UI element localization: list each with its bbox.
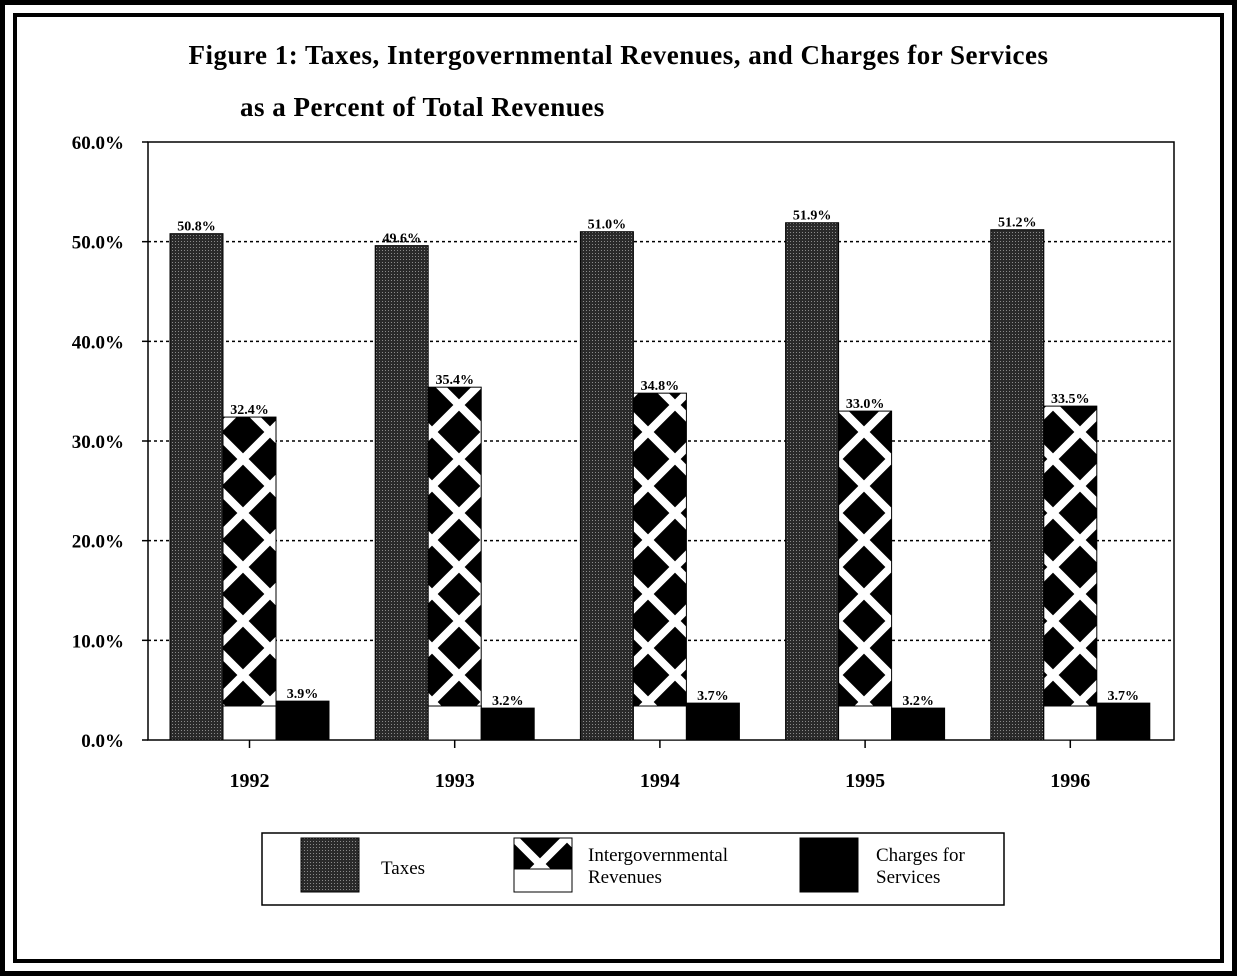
data-label: 33.0%: [846, 397, 885, 412]
data-label: 32.4%: [230, 403, 269, 418]
data-label: 51.2%: [998, 216, 1037, 231]
x-tick-label: 1992: [230, 770, 270, 792]
data-label: 3.7%: [697, 689, 729, 704]
data-label: 51.0%: [588, 218, 627, 233]
bar-charges-for-services-1996: [1096, 702, 1151, 741]
x-tick-label: 1994: [640, 770, 680, 792]
bar-charges-for-services-1994: [685, 702, 740, 741]
legend-label: Revenues: [588, 867, 662, 888]
legend-label: Intergovernmental: [588, 845, 728, 866]
bar-intergovernmental-revenues-1995: [838, 410, 893, 741]
chart-subtitle: as a Percent of Total Revenues: [240, 92, 605, 122]
data-label: 50.8%: [177, 220, 216, 235]
legend-swatch-taxes: [300, 837, 360, 893]
bar-taxes-1994: [579, 231, 634, 741]
bar-base-strip: [427, 705, 482, 741]
chart-frame-inner: [13, 13, 1224, 963]
data-label: 3.2%: [492, 694, 524, 709]
legend-swatch-charges-for-services: [799, 837, 859, 893]
y-tick-label: 60.0%: [72, 133, 124, 154]
data-label: 35.4%: [435, 373, 474, 388]
y-tick-label: 20.0%: [72, 532, 124, 553]
data-label: 33.5%: [1051, 392, 1090, 407]
y-tick-label: 30.0%: [72, 432, 124, 453]
data-label: 3.2%: [902, 694, 934, 709]
bar-intergovernmental-revenues-1993: [427, 386, 482, 741]
legend-label: Charges for: [876, 845, 965, 866]
bar-charges-for-services-1993: [480, 707, 535, 741]
legend-swatch-base-strip: [513, 868, 573, 893]
data-label: 49.6%: [382, 232, 421, 247]
y-tick-label: 50.0%: [72, 233, 124, 254]
bar-base-strip: [1043, 705, 1098, 741]
y-tick-label: 0.0%: [81, 731, 124, 752]
legend-label: Services: [876, 867, 940, 888]
bar-taxes-1995: [785, 222, 840, 741]
y-tick-label: 10.0%: [72, 631, 124, 652]
bar-intergovernmental-revenues-1994: [632, 392, 687, 741]
bar-taxes-1996: [990, 229, 1045, 741]
data-label: 3.9%: [287, 687, 319, 702]
chart-title: Figure 1: Taxes, Intergovernmental Reven…: [188, 40, 1049, 70]
data-label: 34.8%: [641, 379, 680, 394]
data-label: 3.7%: [1108, 689, 1140, 704]
bar-intergovernmental-revenues-1992: [222, 416, 277, 741]
bar-charges-for-services-1992: [275, 700, 330, 741]
x-tick-label: 1996: [1050, 770, 1090, 792]
legend-label: Taxes: [381, 858, 425, 879]
bar-taxes-1992: [169, 233, 224, 741]
y-tick-label: 40.0%: [72, 332, 124, 353]
x-tick-label: 1995: [845, 770, 885, 792]
bar-base-strip: [222, 705, 277, 741]
axes: 0.0% 10.0% 20.0% 30.0% 40.0% 50.0% 60.0% 1992 19…: [72, 133, 1175, 792]
bar-base-strip: [632, 705, 687, 741]
bars: [169, 222, 1151, 741]
bar-base-strip: [838, 705, 893, 741]
data-label: 51.9%: [793, 209, 832, 224]
bar-intergovernmental-revenues-1996: [1043, 405, 1098, 741]
data-labels: 50.8% 32.4% 3.9% 49.6% 35.4% 3.2% 51.0% 34.8% 3.…: [177, 209, 1139, 709]
bar-taxes-1993: [374, 245, 429, 741]
bar-charges-for-services-1995: [891, 707, 946, 741]
x-tick-label: 1993: [435, 770, 475, 792]
legend-box: [261, 832, 1005, 906]
